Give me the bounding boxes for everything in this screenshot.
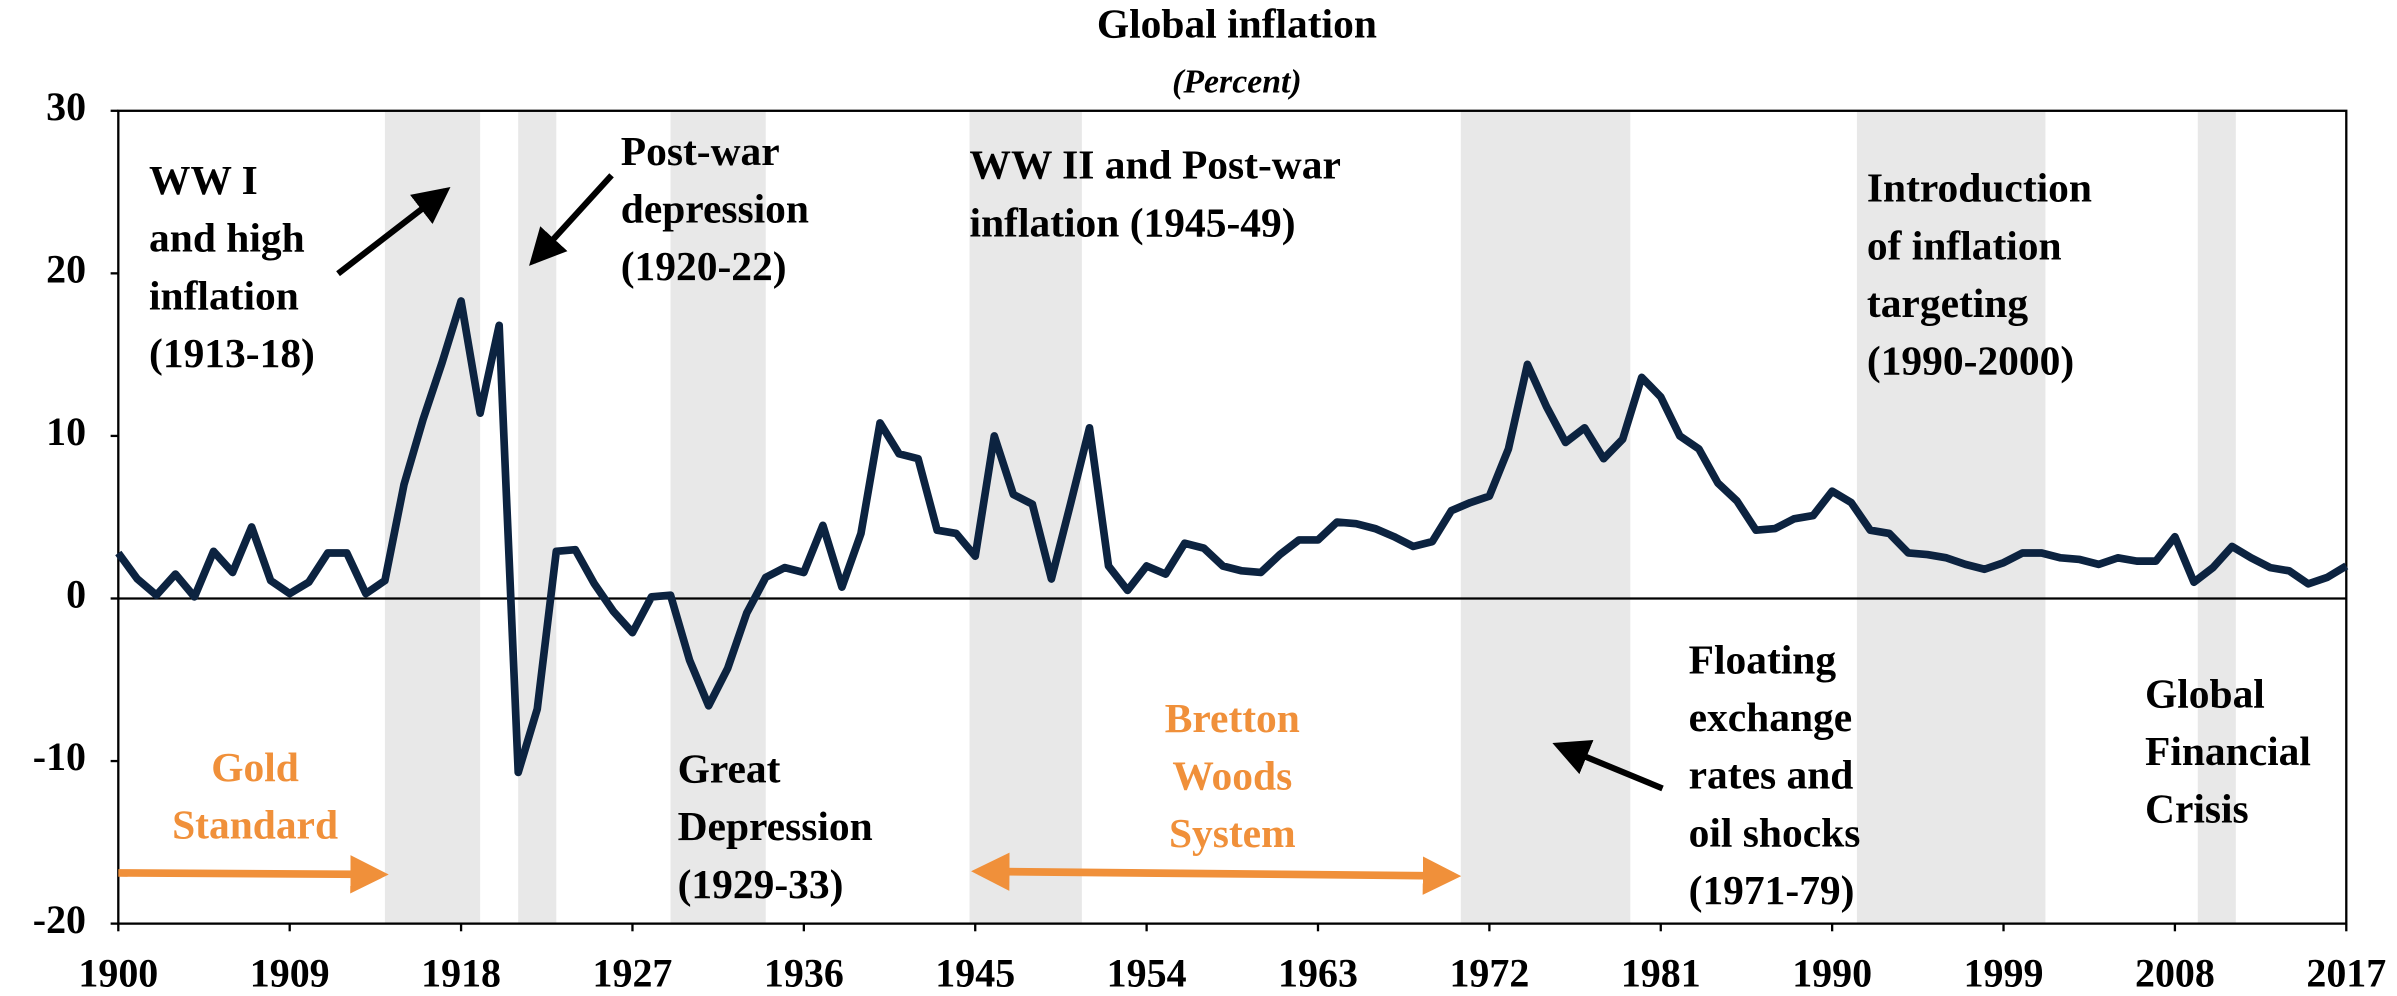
regime-label: Standard <box>172 802 338 848</box>
annotation: Crisis <box>2145 786 2249 832</box>
annotation: targeting <box>1867 280 2028 326</box>
shaded-period <box>2197 110 2236 924</box>
x-tick-label: 1909 <box>250 951 330 996</box>
annotation: exchange <box>1689 694 1853 740</box>
x-tick-label: 2017 <box>2306 951 2386 996</box>
annotation: WW II and Post-war <box>970 142 1341 188</box>
shaded-period <box>969 110 1082 924</box>
regime-arrows <box>118 852 1462 895</box>
x-tick-label: 1963 <box>1278 951 1358 996</box>
chart-subtitle: (Percent) <box>1172 63 1302 100</box>
x-tick-label: 1918 <box>421 951 501 996</box>
regime-label: Woods <box>1172 752 1292 798</box>
annotation: (1913-18) <box>149 330 315 377</box>
arrow <box>1552 740 1664 792</box>
x-tick-label: 1900 <box>78 951 158 996</box>
x-tick-label: 1990 <box>1792 951 1872 996</box>
x-tick-label: 1981 <box>1621 951 1701 996</box>
annotation: Introduction <box>1867 165 2092 211</box>
y-tick-label: -10 <box>33 734 86 779</box>
annotation: depression <box>621 185 809 231</box>
arrow <box>971 852 1462 895</box>
inflation-line <box>115 297 2349 777</box>
annotation: inflation (1945-49) <box>970 199 1296 246</box>
annotation: Great <box>678 746 781 792</box>
y-tick-label: 0 <box>66 572 86 617</box>
regime-label: Bretton <box>1165 695 1300 741</box>
arrow <box>529 173 614 266</box>
x-tick-label: 1936 <box>764 951 844 996</box>
shaded-period <box>1856 110 2046 924</box>
annotation: (1990-2000) <box>1867 338 2074 385</box>
arrows <box>336 173 1664 792</box>
x-tick-label: 1999 <box>1964 951 2044 996</box>
annotation: (1929-33) <box>678 861 844 908</box>
annotation: inflation <box>149 272 299 318</box>
annotation: oil shocks <box>1689 809 1861 855</box>
x-tick-label: 1927 <box>593 951 673 996</box>
shaded-period <box>1460 110 1631 924</box>
y-tick-label: 20 <box>46 247 86 292</box>
arrow <box>336 186 451 277</box>
x-tick-label: 1972 <box>1449 951 1529 996</box>
annotation: Depression <box>678 803 873 849</box>
annotation: Financial <box>2145 728 2311 774</box>
annotation: rates and <box>1689 752 1854 798</box>
x-tick-label: 2008 <box>2135 951 2215 996</box>
plot-frame <box>117 109 2348 925</box>
chart-title: Global inflation <box>1097 0 1377 46</box>
annotation: of inflation <box>1867 222 2062 268</box>
regime-label: System <box>1169 810 1296 856</box>
plot <box>110 109 2349 932</box>
annotation: Floating <box>1689 636 1837 682</box>
y-tick-label: 10 <box>46 409 86 454</box>
annotation: and high <box>149 215 305 261</box>
x-tick-label: 1954 <box>1107 951 1187 996</box>
y-tick-label: -20 <box>33 897 86 942</box>
annotation: Global <box>2145 670 2265 716</box>
annotation: Post-war <box>621 128 780 174</box>
shaded-period <box>670 110 766 924</box>
shaded-period <box>518 110 557 924</box>
annotation: (1920-22) <box>621 243 787 290</box>
y-tick-label: 30 <box>46 84 86 129</box>
regime-label: Gold <box>211 744 299 790</box>
x-tick-label: 1945 <box>935 951 1015 996</box>
annotation: WW I <box>149 157 258 203</box>
arrow <box>118 855 389 894</box>
annotation: (1971-79) <box>1689 867 1855 914</box>
